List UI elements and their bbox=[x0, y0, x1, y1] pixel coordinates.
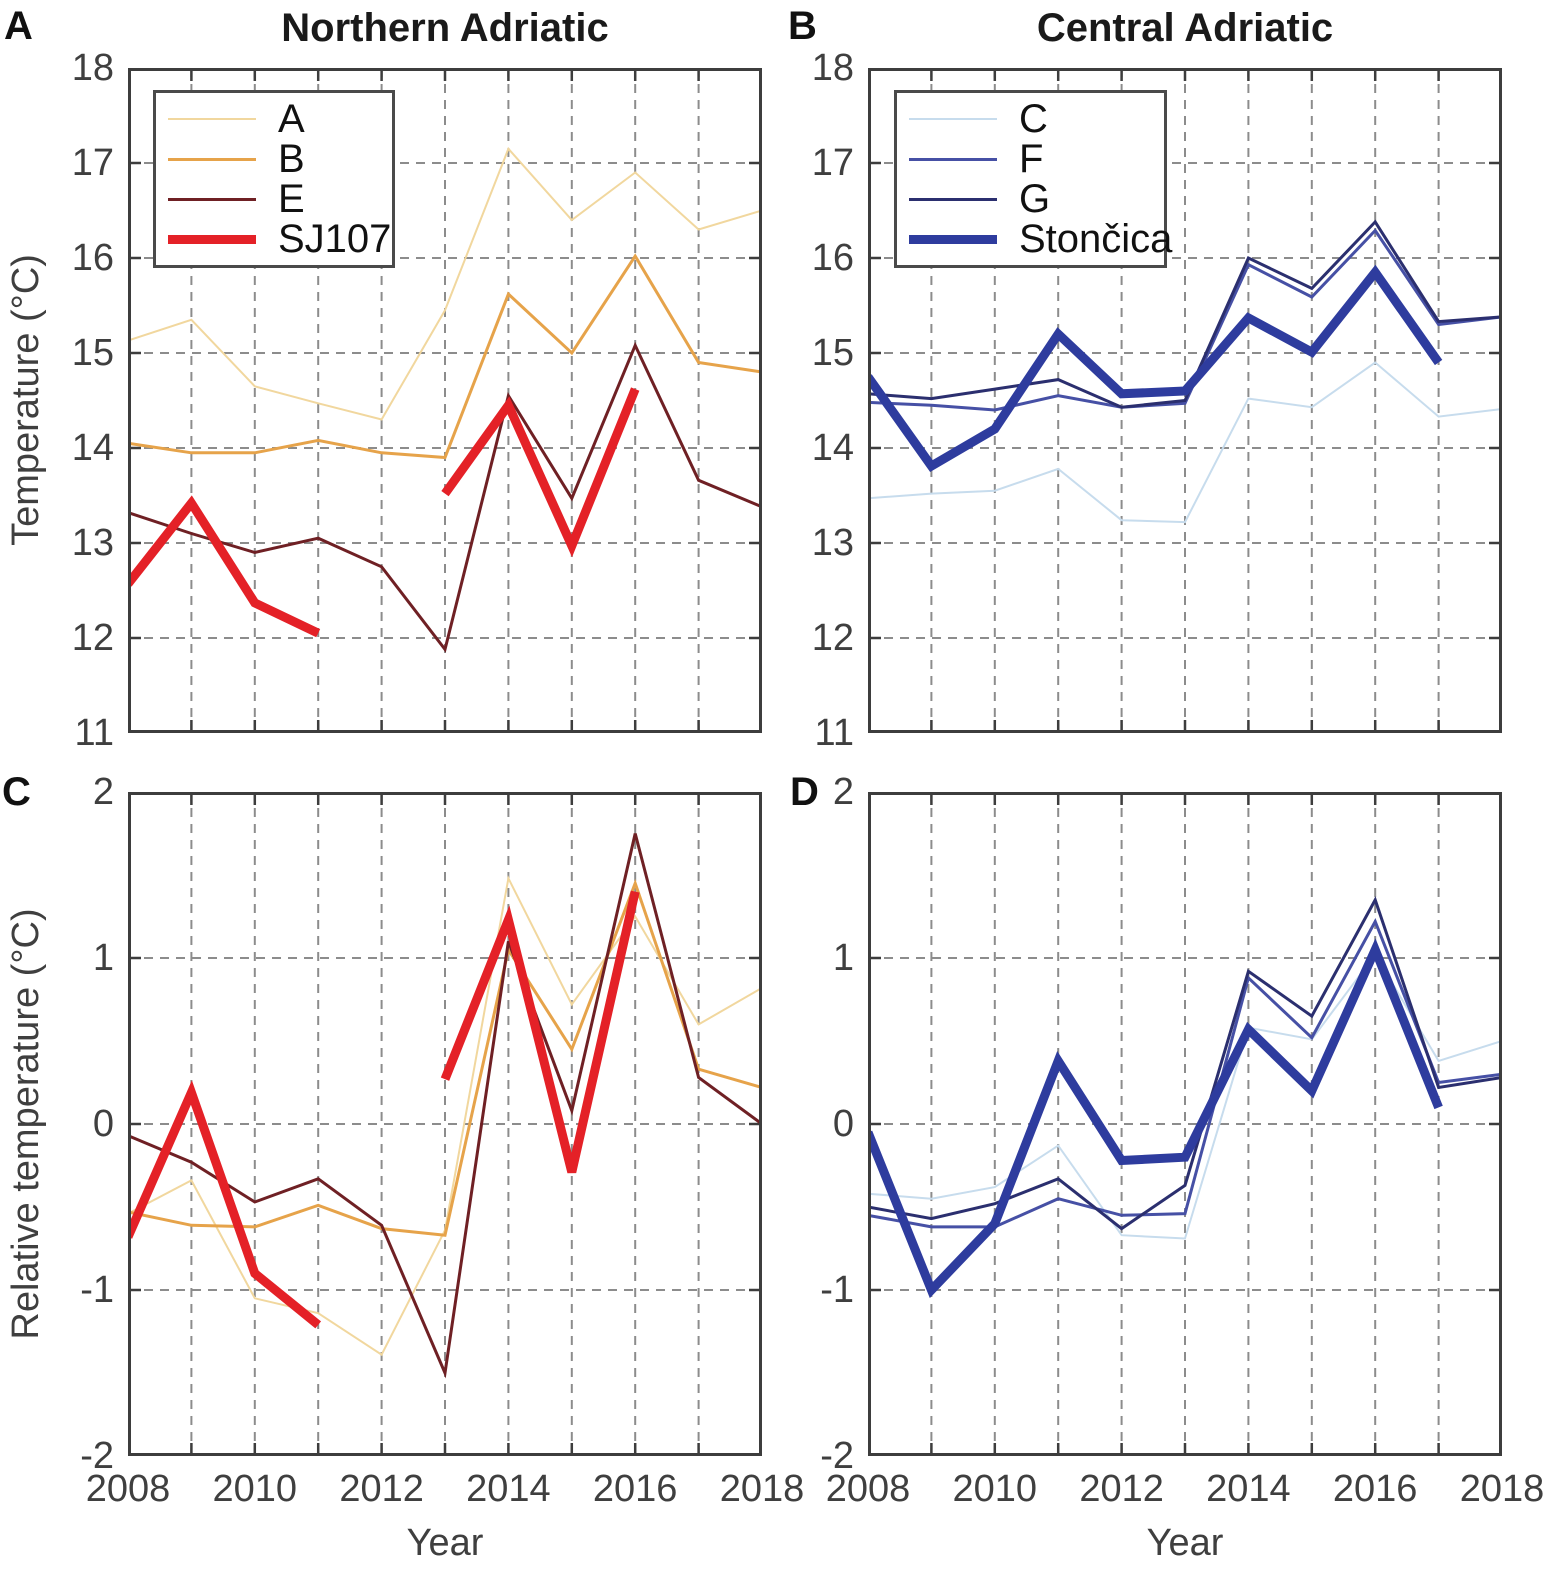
panel-c-xtick-2010: 2010 bbox=[212, 1468, 298, 1510]
panel-b-ytick-12: 12 bbox=[811, 617, 854, 659]
panel-c-plot bbox=[128, 792, 762, 1456]
panel-c-xtick-2012: 2012 bbox=[339, 1468, 424, 1510]
panel-a-title: Northern Adriatic bbox=[281, 6, 609, 50]
panel-d-xtick-2010: 2010 bbox=[952, 1468, 1038, 1510]
panel-c-xtick-2014: 2014 bbox=[466, 1468, 551, 1510]
panel-a-ytick-12: 12 bbox=[71, 617, 114, 659]
series-line-sj107 bbox=[128, 387, 640, 638]
legend-item-c: C bbox=[897, 99, 1164, 139]
panel-d-xtick-2012: 2012 bbox=[1079, 1468, 1164, 1510]
series-line-f bbox=[868, 228, 1502, 412]
panel-d-xtick-2018: 2018 bbox=[1459, 1468, 1544, 1510]
panel-c-ytick-1: 1 bbox=[92, 937, 114, 979]
legend-line-sample-b bbox=[168, 157, 256, 161]
series-line-c bbox=[868, 952, 1502, 1240]
panel-c-xtick-2008: 2008 bbox=[85, 1468, 171, 1510]
panel-b-title: Central Adriatic bbox=[1036, 6, 1334, 50]
legend-item-sj107: SJ107 bbox=[156, 219, 392, 259]
panel-d-ytick-0: 0 bbox=[832, 1103, 854, 1145]
axes-box bbox=[128, 68, 762, 733]
legend-line-sample-a bbox=[168, 118, 256, 120]
panel-d-plot bbox=[868, 792, 1502, 1456]
panel-a-ytick-18: 18 bbox=[71, 47, 114, 89]
legend-line-sample-c bbox=[909, 118, 997, 120]
legend-label-f: F bbox=[1019, 137, 1044, 181]
legend-line-sample-stončica bbox=[909, 234, 997, 244]
series-line-c bbox=[868, 361, 1502, 524]
series-line-g bbox=[868, 896, 1502, 1231]
legend-label-a: A bbox=[278, 97, 305, 141]
x-axis-label-year-left: Year bbox=[406, 1522, 484, 1564]
series-line-stončica bbox=[868, 938, 1443, 1299]
legend-label-e: E bbox=[278, 177, 305, 221]
panel-b-ytick-16: 16 bbox=[811, 237, 854, 279]
panel-b-ytick-18: 18 bbox=[811, 47, 854, 89]
legend-item-g: G bbox=[897, 179, 1164, 219]
panel-d-ytick--1: -1 bbox=[820, 1269, 854, 1311]
panel-d-ytick-2: 2 bbox=[832, 771, 854, 813]
legend-northern-adriatic: A B E SJ107 bbox=[153, 90, 395, 268]
series-line-e bbox=[128, 833, 762, 1379]
panel-c-xtick-2016: 2016 bbox=[592, 1468, 678, 1510]
panel-b-ytick-14: 14 bbox=[811, 427, 854, 469]
legend-label-c: C bbox=[1019, 97, 1048, 141]
panel-a-letter: A bbox=[4, 4, 33, 48]
panel-b-letter: B bbox=[788, 4, 817, 48]
axes-box bbox=[868, 68, 1502, 733]
legend-item-f: F bbox=[897, 139, 1164, 179]
legend-label-stončica: Stončica bbox=[1019, 217, 1173, 261]
panel-a-ytick-15: 15 bbox=[71, 332, 114, 374]
y-axis-label-temperature: Temperature (°C) bbox=[5, 254, 47, 546]
legend-line-sample-sj107 bbox=[168, 234, 256, 244]
panel-b-ytick-13: 13 bbox=[811, 522, 854, 564]
panel-a-ytick-14: 14 bbox=[71, 427, 114, 469]
panel-a-ytick-16: 16 bbox=[71, 237, 114, 279]
legend-item-stončica: Stončica bbox=[897, 219, 1172, 259]
series-line-g bbox=[868, 219, 1502, 409]
axes-box bbox=[868, 792, 1502, 1456]
panel-c-ytick--2: -2 bbox=[80, 1435, 114, 1477]
legend-central-adriatic: C F G Stončica bbox=[894, 90, 1172, 268]
series-line-f bbox=[868, 917, 1502, 1229]
panel-d-xtick-2014: 2014 bbox=[1206, 1468, 1291, 1510]
panel-a-ytick-11: 11 bbox=[74, 712, 114, 754]
axes-box bbox=[128, 792, 762, 1456]
panel-d-xtick-2016: 2016 bbox=[1332, 1468, 1418, 1510]
legend-line-sample-e bbox=[168, 197, 256, 201]
legend-item-b: B bbox=[156, 139, 392, 179]
panel-d-ytick-1: 1 bbox=[832, 937, 854, 979]
x-axis-label-year-right: Year bbox=[1146, 1522, 1224, 1564]
panel-d-xtick-2008: 2008 bbox=[825, 1468, 911, 1510]
panel-c-xtick-2018: 2018 bbox=[719, 1468, 805, 1510]
legend-label-b: B bbox=[278, 137, 305, 181]
series-line-e bbox=[128, 341, 762, 653]
panel-a-plot bbox=[128, 68, 762, 733]
legend-line-sample-f bbox=[909, 157, 997, 161]
legend-item-a: A bbox=[156, 99, 392, 139]
panel-a-ytick-13: 13 bbox=[71, 522, 114, 564]
panel-c-ytick-2: 2 bbox=[92, 771, 114, 813]
legend-label-g: G bbox=[1019, 177, 1051, 221]
panel-c-ytick--1: -1 bbox=[80, 1269, 114, 1311]
legend-line-sample-g bbox=[909, 197, 997, 201]
series-line-a bbox=[128, 146, 762, 421]
panel-b-ytick-15: 15 bbox=[811, 332, 854, 374]
series-line-sj107 bbox=[128, 890, 640, 1329]
panel-a-ytick-17: 17 bbox=[71, 142, 114, 184]
panel-d-letter: D bbox=[790, 770, 819, 814]
panel-c-letter: C bbox=[2, 770, 31, 814]
panel-d-ytick--2: -2 bbox=[820, 1435, 854, 1477]
panel-b-plot bbox=[868, 68, 1502, 733]
panel-b-ytick-11: 11 bbox=[814, 712, 854, 754]
legend-label-sj107: SJ107 bbox=[278, 217, 392, 261]
series-line-b bbox=[128, 253, 762, 460]
panel-b-ytick-17: 17 bbox=[811, 142, 854, 184]
panel-c-ytick-0: 0 bbox=[92, 1103, 114, 1145]
legend-item-e: E bbox=[156, 179, 392, 219]
series-line-stončica bbox=[868, 264, 1443, 472]
